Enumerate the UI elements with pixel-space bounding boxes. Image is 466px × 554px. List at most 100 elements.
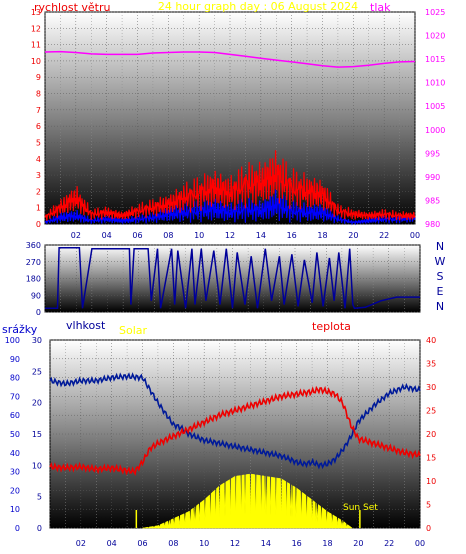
pressure-tick-label: 1025	[425, 8, 445, 17]
x-tick-label-bottom: 08	[168, 539, 178, 548]
temperature-tick-label: 15	[426, 454, 436, 463]
rain-tick-label: 40	[10, 449, 20, 458]
wind-tick-label: 12	[31, 24, 41, 33]
pressure-tick-label: 1005	[425, 102, 445, 111]
pressure-tick-label: 1000	[425, 126, 445, 135]
rain-axis-title: srážky	[2, 323, 38, 336]
humidity-tick-label: 20	[32, 399, 42, 408]
x-tick-label-top: 14	[256, 231, 266, 240]
wind-tick-label: 8	[36, 90, 41, 99]
wind-tick-label: 0	[36, 220, 41, 229]
wind-blue-line	[44, 189, 416, 226]
x-tick-label-bottom: 14	[261, 539, 271, 548]
x-tick-label-bottom: 12	[230, 539, 240, 548]
direction-tick-label: 180	[26, 275, 41, 284]
humidity-tick-label: 0	[37, 524, 42, 533]
direction-tick-label: 90	[31, 291, 41, 300]
compass-label: W	[435, 255, 446, 268]
wind-tick-label: 13	[31, 8, 41, 17]
temperature-tick-label: 5	[426, 501, 431, 510]
x-tick-label-bottom: 06	[137, 539, 147, 548]
pressure-line	[44, 50, 416, 68]
x-tick-label-bottom: 22	[384, 539, 394, 548]
x-tick-label-bottom: 10	[199, 539, 209, 548]
rain-tick-label: 60	[10, 411, 20, 420]
rain-tick-label: 10	[10, 505, 20, 514]
humidity-tick-label: 15	[32, 430, 42, 439]
wind-grid	[44, 11, 416, 225]
temperature-tick-label: 35	[426, 360, 436, 369]
humidity-tick-label: 10	[32, 461, 42, 470]
rain-tick-label: 20	[10, 486, 20, 495]
temperature-tick-label: 10	[426, 477, 436, 486]
wind-tick-label: 1	[36, 204, 41, 213]
wind-tick-label: 7	[36, 106, 41, 115]
compass-label: N	[436, 240, 444, 253]
rain-tick-label: 50	[10, 430, 20, 439]
direction-tick-label: 0	[36, 308, 41, 317]
direction-series	[45, 247, 420, 310]
x-tick-label-top: 12	[225, 231, 235, 240]
wind-red-line	[44, 150, 416, 221]
x-tick-label-top: 18	[317, 231, 327, 240]
x-tick-label-top: 06	[132, 231, 142, 240]
chart-title: 24 hour graph day : 06 August 2024	[158, 0, 358, 13]
pressure-tick-label: 1015	[425, 55, 445, 64]
x-tick-label-top: 16	[287, 231, 297, 240]
x-tick-label-bottom: 16	[292, 539, 302, 548]
direction-tick-label: 270	[26, 258, 41, 267]
wind-series	[44, 50, 416, 226]
humidity-tick-label: 25	[32, 367, 42, 376]
rain-tick-label: 100	[5, 336, 20, 345]
x-tick-label-top: 22	[379, 231, 389, 240]
temperature-tick-label: 20	[426, 430, 436, 439]
pressure-axis-title: tlak	[370, 1, 391, 14]
wind-tick-label: 3	[36, 171, 41, 180]
direction-line	[45, 247, 420, 310]
compass-label: E	[437, 285, 444, 298]
compass-label: S	[437, 270, 444, 283]
humidity-tick-label: 30	[32, 336, 42, 345]
pressure-tick-label: 980	[425, 220, 440, 229]
temperature-tick-label: 30	[426, 383, 436, 392]
wind-tick-label: 10	[31, 57, 41, 66]
x-tick-label-top: 20	[348, 231, 358, 240]
direction-grid	[44, 244, 421, 313]
x-tick-label-bottom: 18	[322, 539, 332, 548]
x-tick-label-top: 04	[102, 231, 112, 240]
x-tick-label-bottom: 04	[107, 539, 117, 548]
rain-tick-label: 90	[10, 355, 20, 364]
rain-tick-label: 70	[10, 392, 20, 401]
x-tick-label-top: 00	[410, 231, 420, 240]
x-tick-label-top: 08	[163, 231, 173, 240]
rain-tick-label: 30	[10, 468, 20, 477]
direction-tick-label: 360	[26, 241, 41, 250]
temperature-tick-label: 40	[426, 336, 436, 345]
x-tick-label-bottom: 00	[415, 539, 425, 548]
humidity-line	[49, 372, 421, 470]
pressure-tick-label: 1010	[425, 79, 445, 88]
pressure-tick-label: 990	[425, 173, 440, 182]
humidity-axis-title: vlhkost	[66, 319, 106, 332]
wind-axis-title: rychlost větru	[34, 1, 110, 14]
humidity-tick-label: 5	[37, 493, 42, 502]
x-tick-label-top: 10	[194, 231, 204, 240]
temperature-tick-label: 25	[426, 407, 436, 416]
x-tick-label-bottom: 02	[76, 539, 86, 548]
pressure-tick-label: 1020	[425, 32, 445, 41]
rain-tick-label: 0	[15, 524, 20, 533]
temperature-line	[49, 385, 421, 476]
axis-ticks: 0123456789101112139809859909951000100510…	[5, 8, 446, 548]
x-tick-label-top: 02	[71, 231, 81, 240]
wind-tick-label: 11	[31, 41, 41, 50]
solar-label: Solar	[119, 324, 148, 337]
temperature-tick-label: 0	[426, 524, 431, 533]
pressure-tick-label: 985	[425, 196, 440, 205]
compass-label: N	[436, 300, 444, 313]
wind-tick-label: 2	[36, 187, 41, 196]
temp-series	[49, 372, 421, 529]
sunset-label: Sun Set	[343, 503, 378, 513]
wind-tick-label: 4	[36, 155, 41, 164]
wind-tick-label: 5	[36, 138, 41, 147]
